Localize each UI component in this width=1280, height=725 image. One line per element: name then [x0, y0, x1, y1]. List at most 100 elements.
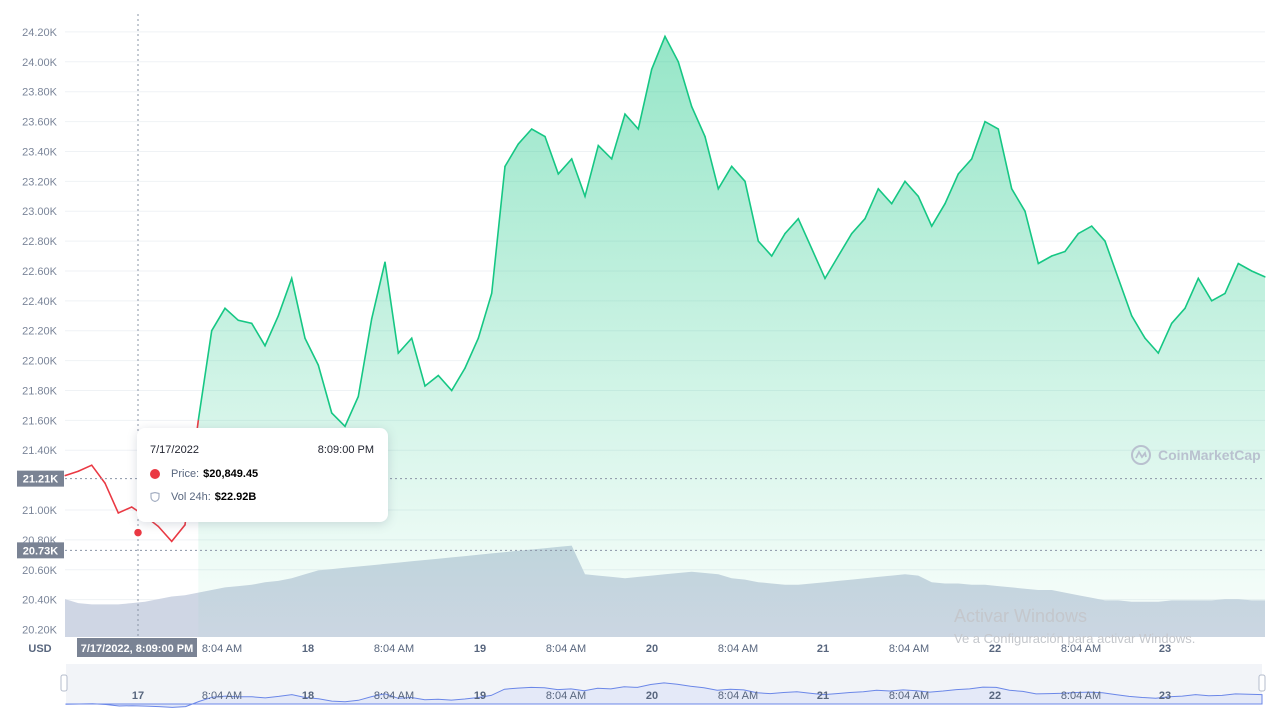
- x-tick-label: 8:04 AM: [546, 643, 586, 655]
- y-tick-label: 23.40K: [22, 146, 58, 158]
- y-tick-label: 20.40K: [22, 595, 58, 607]
- price-point: [1144, 337, 1146, 340]
- price-point: [197, 419, 200, 422]
- price-point: [957, 173, 960, 175]
- x-tick-label: 23: [1159, 643, 1171, 655]
- price-point: [77, 470, 80, 473]
- price-point: [530, 128, 533, 130]
- crosshair-label: 7/17/2022, 8:09:00 PM: [81, 643, 194, 655]
- y-tick-label: 23.80K: [22, 87, 58, 99]
- navigator-handle-right[interactable]: [1258, 674, 1266, 692]
- y-tick-label: 22.60K: [22, 266, 58, 278]
- coinmarketcap-watermark: CoinMarketCap: [1130, 444, 1261, 466]
- price-point: [330, 412, 333, 414]
- navigator-tick-label: 19: [474, 690, 486, 702]
- currency-label: USD: [28, 643, 51, 655]
- price-point: [424, 385, 426, 387]
- price-point: [944, 202, 946, 205]
- price-point: [850, 232, 853, 235]
- price-point: [224, 307, 226, 310]
- price-point: [304, 337, 306, 340]
- x-tick-label: 8:04 AM: [889, 643, 929, 655]
- tooltip-volume-value: $22.92B: [214, 491, 257, 503]
- price-point: [1170, 322, 1173, 325]
- price-point: [1210, 300, 1213, 302]
- price-point: [370, 318, 373, 320]
- price-point: [797, 217, 800, 220]
- price-point: [584, 195, 586, 198]
- activation-title: Activar Windows: [954, 606, 1088, 626]
- price-point: [490, 292, 493, 295]
- price-point: [1024, 210, 1026, 212]
- y-tick-label: 22.20K: [22, 326, 58, 338]
- price-point: [770, 255, 773, 257]
- price-point: [1104, 240, 1106, 242]
- price-point: [690, 105, 693, 108]
- y-tick-label: 23.60K: [22, 117, 58, 129]
- y-tick-label: 21.00K: [22, 505, 58, 517]
- price-point: [984, 120, 986, 123]
- price-point: [904, 180, 906, 183]
- crosshair-label-box: [77, 638, 197, 657]
- price-point: [344, 425, 346, 428]
- x-tick-label: 21: [817, 643, 829, 655]
- activation-subtitle: Ve a Configuración para activar Windows.: [954, 631, 1196, 646]
- y-tick-label: 23.00K: [22, 206, 58, 218]
- price-point: [677, 61, 680, 63]
- price-point: [1090, 225, 1093, 227]
- x-tick-label: 8:04 AM: [374, 643, 414, 655]
- windows-activation-notice: Activar Windows Ve a Configuración para …: [954, 606, 1195, 646]
- crosshair-point[interactable]: [132, 527, 144, 538]
- price-point: [450, 389, 453, 392]
- price-point: [264, 344, 266, 347]
- price-dot-icon: [150, 469, 160, 479]
- y-tick-label: 23.20K: [22, 176, 58, 188]
- y-tick-label: 21.40K: [22, 445, 58, 457]
- navigator-tick-label: 8:04 AM: [202, 690, 242, 702]
- price-point: [1050, 255, 1053, 257]
- navigator-tick-label: 17: [132, 690, 144, 702]
- navigator-handle-left[interactable]: [60, 674, 68, 692]
- x-tick-label: 20: [646, 643, 658, 655]
- coinmarketcap-logo-icon: [1131, 445, 1151, 465]
- tooltip-volume-label: Vol 24h:: [171, 491, 211, 503]
- price-point: [1264, 276, 1266, 278]
- price-point: [170, 540, 173, 543]
- price-point: [997, 128, 1000, 130]
- price-point: [930, 225, 933, 227]
- price-tooltip: 7/17/2022 8:09:00 PM Price: $20,849.45 V…: [137, 428, 388, 522]
- price-point: [357, 395, 360, 398]
- y-tick-label: 22.80K: [22, 236, 58, 248]
- navigator-tick-label: 8:04 AM: [889, 690, 929, 702]
- price-point: [544, 135, 546, 138]
- price-point: [1224, 292, 1226, 295]
- price-point: [1237, 262, 1240, 265]
- reference-label-box: [17, 542, 64, 559]
- price-point: [824, 277, 826, 280]
- price-point: [664, 35, 666, 38]
- y-tick-label: 24.00K: [22, 57, 58, 69]
- navigator-tick-label: 21: [817, 690, 829, 702]
- price-point: [970, 158, 973, 160]
- price-point: [1117, 277, 1120, 280]
- price-point: [64, 474, 66, 477]
- price-point: [437, 374, 440, 377]
- price-point: [877, 188, 880, 190]
- price-point: [570, 158, 573, 160]
- y-tick-label: 20.80K: [22, 535, 58, 547]
- price-point: [730, 165, 733, 168]
- price-point: [1077, 232, 1080, 235]
- x-tick-label: 19: [474, 643, 486, 655]
- reference-label: 21.21K: [23, 474, 59, 486]
- price-point: [557, 173, 560, 175]
- y-tick-label: 20.60K: [22, 565, 58, 577]
- price-point: [1037, 262, 1040, 265]
- price-point: [464, 367, 466, 369]
- price-point: [384, 261, 386, 263]
- price-point: [810, 247, 813, 250]
- x-tick-label: 22: [989, 643, 1001, 655]
- price-point: [410, 337, 413, 340]
- price-point: [704, 135, 706, 138]
